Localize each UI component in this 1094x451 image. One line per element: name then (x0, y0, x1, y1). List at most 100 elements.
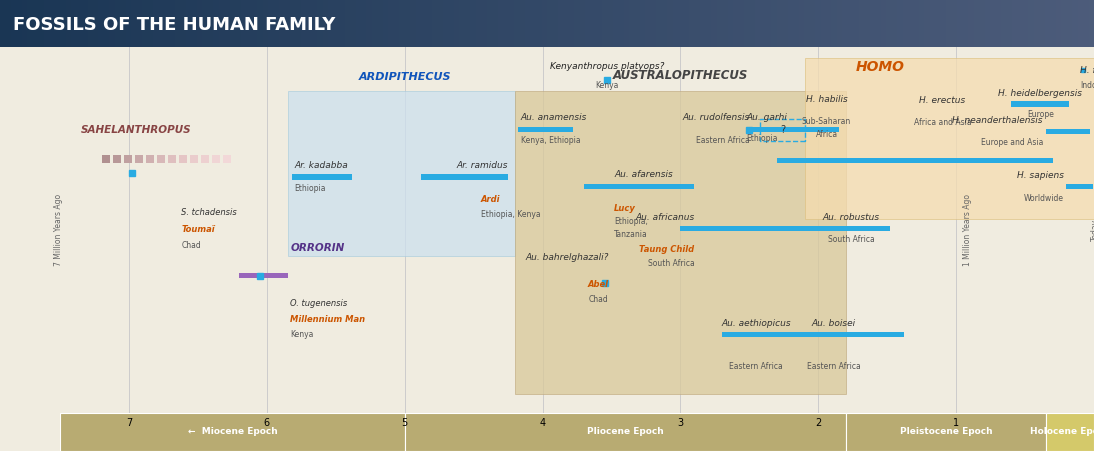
Bar (892, 0, 897, 47)
Bar (476, 0, 481, 47)
Text: Au. boisei: Au. boisei (812, 318, 856, 327)
Text: Au. bahrelghazali?: Au. bahrelghazali? (525, 253, 608, 262)
Text: Kenyanthropus platyops?: Kenyanthropus platyops? (550, 62, 664, 71)
Bar (782, 0, 788, 47)
Bar (853, 0, 859, 47)
Bar (257, 0, 263, 47)
Bar (517, 127, 573, 132)
Text: AUSTRALOPITHECUS: AUSTRALOPITHECUS (613, 69, 748, 82)
Text: Au. anamensis: Au. anamensis (521, 113, 587, 122)
Bar (1045, 0, 1050, 47)
Bar (1089, 0, 1094, 47)
Bar (968, 0, 974, 47)
Bar (831, 0, 837, 47)
Bar (629, 0, 635, 47)
Text: Ar. ramidus: Ar. ramidus (456, 161, 508, 170)
Bar (1056, 0, 1061, 47)
Bar (124, 155, 132, 163)
Bar (846, 413, 1046, 451)
Text: O. tugenensis: O. tugenensis (290, 299, 348, 308)
Bar (842, 0, 848, 47)
Bar (55, 0, 60, 47)
Bar (137, 0, 142, 47)
Bar (268, 0, 274, 47)
Bar (60, 413, 405, 451)
Bar (492, 0, 498, 47)
Bar (777, 158, 876, 163)
Bar (212, 155, 220, 163)
Bar (886, 0, 892, 47)
Bar (897, 0, 903, 47)
Bar (935, 0, 941, 47)
Bar (279, 0, 284, 47)
Bar (241, 0, 246, 47)
Bar (323, 0, 328, 47)
Bar (804, 58, 1094, 219)
Bar (230, 0, 235, 47)
Bar (164, 0, 170, 47)
Bar (509, 0, 514, 47)
Text: 7 Million Years Ago: 7 Million Years Ago (54, 194, 63, 266)
Bar (574, 0, 580, 47)
Text: FOSSILS OF THE HUMAN FAMILY: FOSSILS OF THE HUMAN FAMILY (13, 16, 336, 34)
Bar (1011, 101, 1069, 106)
Bar (1034, 0, 1039, 47)
Bar (98, 0, 104, 47)
Bar (71, 0, 77, 47)
Text: Ardi: Ardi (480, 194, 500, 203)
Bar (1006, 0, 1012, 47)
Bar (542, 0, 547, 47)
Bar (695, 0, 700, 47)
Bar (290, 0, 295, 47)
Text: Ethiopia,: Ethiopia, (615, 217, 648, 226)
Bar (16, 0, 22, 47)
Bar (503, 0, 509, 47)
Bar (388, 0, 394, 47)
Bar (596, 0, 602, 47)
Text: Eastern Africa: Eastern Africa (696, 136, 749, 145)
Text: HOMO: HOMO (856, 60, 905, 74)
Bar (1072, 0, 1078, 47)
Bar (189, 155, 198, 163)
Text: Kenya, Ethiopia: Kenya, Ethiopia (521, 136, 580, 145)
Bar (288, 91, 515, 256)
Bar (102, 155, 109, 163)
Bar (974, 0, 979, 47)
Text: Kenya: Kenya (596, 81, 619, 90)
Bar (481, 0, 487, 47)
Bar (5, 0, 11, 47)
Bar (421, 175, 508, 179)
Bar (104, 0, 109, 47)
Bar (946, 0, 952, 47)
Bar (815, 0, 820, 47)
Bar (996, 0, 1001, 47)
Bar (788, 0, 793, 47)
Bar (366, 0, 372, 47)
Bar (443, 0, 449, 47)
Bar (585, 0, 591, 47)
Text: Toumaï: Toumaï (182, 225, 216, 234)
Bar (449, 0, 454, 47)
Bar (1001, 0, 1006, 47)
Bar (764, 331, 904, 337)
Bar (372, 0, 377, 47)
Text: H. heidelbergensis: H. heidelbergensis (998, 89, 1082, 98)
Bar (645, 0, 651, 47)
Bar (711, 0, 717, 47)
Bar (1061, 0, 1067, 47)
Text: Abel: Abel (587, 281, 608, 290)
Bar (135, 155, 143, 163)
Text: Au. aethiopicus: Au. aethiopicus (721, 318, 791, 327)
Bar (459, 0, 465, 47)
Bar (487, 0, 492, 47)
Bar (213, 0, 219, 47)
Bar (563, 0, 569, 47)
Text: Europe: Europe (1027, 110, 1054, 119)
Bar (405, 0, 410, 47)
Bar (191, 0, 197, 47)
Bar (317, 0, 323, 47)
Bar (44, 0, 49, 47)
Bar (356, 0, 361, 47)
Bar (312, 0, 317, 47)
Bar (1046, 413, 1094, 451)
